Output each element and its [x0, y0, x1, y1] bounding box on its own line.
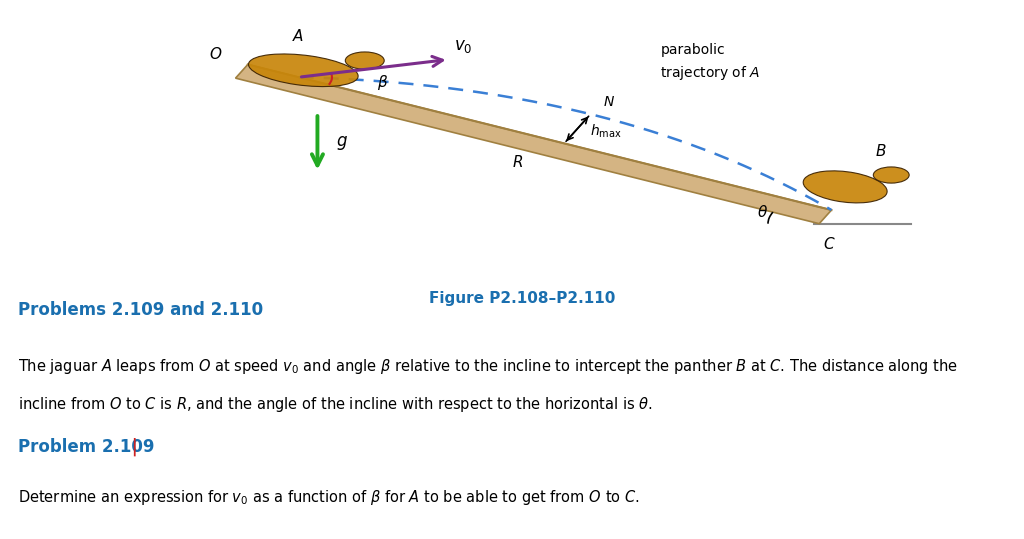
Text: $N$: $N$	[603, 95, 614, 109]
Text: Problem 2.109: Problem 2.109	[18, 438, 155, 455]
Ellipse shape	[249, 54, 358, 87]
Text: parabolic
trajectory of $A$: parabolic trajectory of $A$	[660, 43, 761, 81]
Ellipse shape	[803, 171, 887, 203]
Text: The jaguar $A$ leaps from $O$ at speed $v_0$ and angle $\beta$ relative to the i: The jaguar $A$ leaps from $O$ at speed $…	[18, 357, 958, 376]
Text: $h_\mathrm{max}$: $h_\mathrm{max}$	[590, 123, 622, 140]
Text: $v_0$: $v_0$	[454, 37, 472, 55]
Text: Problems 2.109 and 2.110: Problems 2.109 and 2.110	[18, 301, 263, 319]
Ellipse shape	[873, 167, 909, 183]
Polygon shape	[236, 65, 831, 224]
Text: $O$: $O$	[209, 46, 222, 62]
Text: $\theta$: $\theta$	[758, 204, 768, 220]
Text: incline from $O$ to $C$ is $R$, and the angle of the incline with respect to the: incline from $O$ to $C$ is $R$, and the …	[18, 395, 653, 413]
Text: $C$: $C$	[823, 236, 836, 252]
Text: $\beta$: $\beta$	[377, 73, 388, 92]
Text: $A$: $A$	[292, 29, 304, 44]
Text: ▏: ▏	[133, 438, 147, 456]
Text: $R$: $R$	[512, 154, 523, 170]
Text: $B$: $B$	[876, 143, 887, 159]
Ellipse shape	[345, 52, 384, 69]
Text: $g$: $g$	[336, 134, 348, 152]
Text: Figure P2.108–P2.110: Figure P2.108–P2.110	[429, 291, 615, 306]
Text: Determine an expression for $v_0$ as a function of $\beta$ for $A$ to be able to: Determine an expression for $v_0$ as a f…	[18, 488, 640, 507]
